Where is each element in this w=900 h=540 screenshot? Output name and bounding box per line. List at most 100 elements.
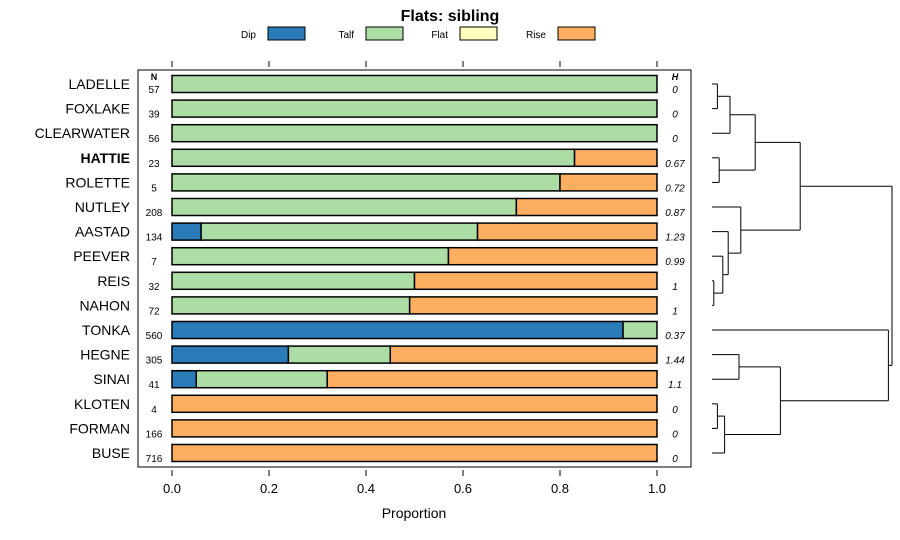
category-label-kloten: KLOTEN: [74, 396, 130, 412]
bar-aastad-dip: [171, 222, 202, 241]
h-value-rolette: 0.72: [665, 183, 685, 194]
bar-nutley-talf: [171, 197, 518, 217]
h-value-nutley: 0.87: [665, 208, 685, 219]
legend-swatch-talf: [365, 26, 404, 41]
n-value-aastad: 134: [146, 233, 163, 244]
bar-nahon-rise: [408, 296, 658, 315]
n-value-rolette: 5: [151, 183, 157, 194]
x-tick-label-5: 1.0: [648, 481, 666, 496]
n-value-forman: 166: [146, 429, 163, 440]
n-value-clearwater: 56: [148, 134, 160, 145]
h-value-sinai: 1.1: [668, 380, 682, 391]
h-value-ladelle: 0: [672, 85, 678, 96]
bar-peever-talf: [171, 246, 450, 266]
n-value-sinai: 41: [148, 380, 160, 391]
category-label-hegne: HEGNE: [80, 347, 130, 363]
bar-clearwater-talf: [171, 123, 658, 143]
n-value-reis: 32: [148, 282, 160, 293]
bar-sinai-talf: [195, 369, 328, 389]
x-tick-label-4: 0.8: [551, 481, 569, 496]
n-value-foxlake: 39: [148, 110, 160, 121]
x-axis-title: Proportion: [382, 505, 447, 521]
bar-reis-rise: [413, 271, 658, 291]
n-value-tonka: 560: [146, 331, 163, 342]
n-value-peever: 7: [151, 257, 157, 268]
h-column-header: H: [672, 72, 679, 82]
n-column-header: N: [151, 72, 158, 82]
axes: 0.0 0.2 0.4 0.6 0.8 1.0: [163, 61, 666, 496]
category-label-tonka: TONKA: [82, 322, 131, 338]
category-label-clearwater: CLEARWATER: [35, 125, 130, 141]
bar-tonka-talf: [622, 320, 658, 340]
bar-kloten-rise: [171, 394, 658, 414]
bar-sinai-dip: [171, 369, 197, 389]
bar-forman-rise: [171, 419, 658, 438]
category-label-foxlake: FOXLAKE: [65, 101, 130, 117]
h-value-kloten: 0: [672, 405, 678, 416]
n-value-hegne: 305: [146, 356, 163, 367]
bar-hegne-talf: [287, 345, 391, 364]
bar-hattie-rise: [573, 148, 658, 168]
h-value-peever: 0.99: [665, 257, 685, 268]
dendrogram: [712, 83, 893, 454]
plot-panel: [137, 69, 692, 468]
h-value-clearwater: 0: [672, 134, 678, 145]
h-value-hattie: 0.67: [665, 159, 685, 170]
x-tick-label-0: 0.0: [163, 481, 181, 496]
category-label-hattie: HATTIE: [80, 150, 130, 166]
bar-nahon-talf: [171, 296, 411, 315]
bar-aastad-talf: [200, 222, 479, 241]
bar-ladelle-talf: [171, 74, 658, 94]
bar-nutley-rise: [515, 197, 658, 217]
category-label-buse: BUSE: [92, 445, 130, 461]
bar-hegne-rise: [389, 345, 658, 364]
h-value-tonka: 0.37: [665, 331, 685, 342]
category-label-aastad: AASTAD: [75, 224, 130, 240]
legend: Dip Talf Flat Rise: [241, 26, 596, 41]
n-value-kloten: 4: [151, 405, 157, 416]
bar-hegne-dip: [171, 345, 290, 364]
n-value-ladelle: 57: [148, 85, 160, 96]
category-label-peever: PEEVER: [73, 248, 130, 264]
category-label-nutley: NUTLEY: [75, 199, 131, 215]
bar-peever-rise: [447, 246, 658, 266]
category-label-sinai: SINAI: [93, 371, 130, 387]
bar-buse-rise: [171, 443, 658, 463]
h-value-aastad: 1.23: [665, 233, 685, 244]
bar-tonka-dip: [171, 320, 624, 340]
category-label-rolette: ROLETTE: [65, 174, 130, 190]
bar-foxlake-talf: [171, 99, 658, 118]
chart-title: Flats: sibling: [401, 8, 500, 25]
n-value-nutley: 208: [146, 208, 163, 219]
h-value-foxlake: 0: [672, 110, 678, 121]
legend-label-dip: Dip: [241, 30, 256, 41]
bar-aastad-rise: [476, 222, 658, 241]
legend-swatch-rise: [557, 26, 596, 41]
bar-hattie-talf: [171, 148, 576, 168]
bar-rolette-talf: [171, 173, 561, 192]
legend-label-flat: Flat: [431, 30, 448, 41]
h-value-buse: 0: [672, 454, 678, 465]
x-tick-label-3: 0.6: [454, 481, 472, 496]
h-value-nahon: 1: [672, 306, 678, 317]
h-value-forman: 0: [672, 429, 678, 440]
x-tick-label-2: 0.4: [357, 481, 375, 496]
x-tick-label-1: 0.2: [260, 481, 278, 496]
bar-rolette-rise: [559, 173, 658, 192]
n-value-hattie: 23: [148, 159, 160, 170]
category-label-forman: FORMAN: [69, 420, 130, 436]
n-value-nahon: 72: [148, 306, 160, 317]
legend-label-rise: Rise: [526, 30, 546, 41]
bar-reis-talf: [171, 271, 416, 291]
h-value-reis: 1: [672, 282, 678, 293]
legend-swatch-flat: [459, 26, 498, 41]
legend-swatch-dip: [267, 26, 306, 41]
n-value-buse: 716: [146, 454, 163, 465]
category-label-ladelle: LADELLE: [69, 76, 130, 92]
category-label-nahon: NAHON: [79, 297, 130, 313]
category-label-reis: REIS: [97, 273, 130, 289]
bar-sinai-rise: [326, 369, 658, 389]
h-value-hegne: 1.44: [665, 356, 685, 367]
